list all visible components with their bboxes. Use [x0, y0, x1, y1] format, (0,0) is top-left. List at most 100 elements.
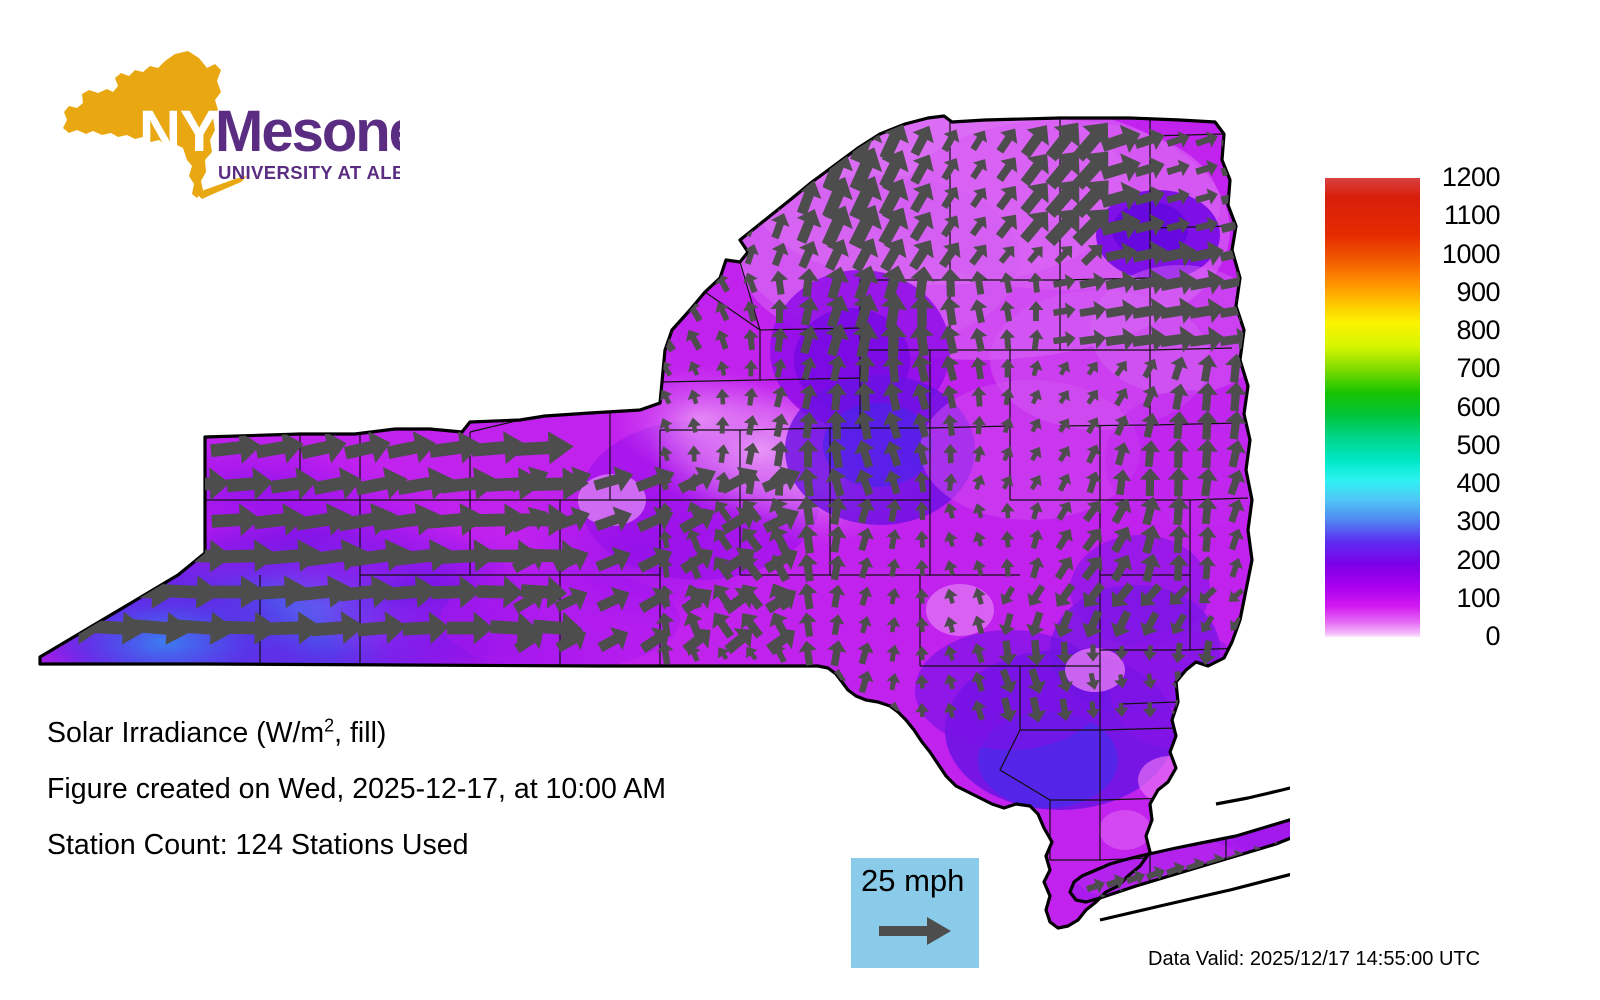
wind-arrow: [569, 355, 589, 382]
wind-arrow: [1244, 153, 1252, 182]
wind-arrow: [713, 528, 733, 552]
wind-arrow: [915, 559, 930, 576]
wind-arrow: [1212, 868, 1231, 884]
wind-arrow: [650, 119, 682, 162]
wind-arrow: [1028, 272, 1044, 293]
wind-arrow: [1225, 696, 1245, 723]
wind-arrow: [970, 159, 987, 180]
wind-arrow: [1282, 557, 1290, 577]
wind-arrow: [1252, 860, 1271, 876]
wind-arrow: [854, 439, 875, 469]
wind-arrow: [594, 506, 632, 532]
wind-arrow: [1166, 188, 1190, 205]
wind-arrow: [1100, 153, 1141, 182]
wind-arrow: [1057, 473, 1072, 492]
wind-arrow: [772, 672, 787, 692]
wind-arrow: [1172, 876, 1191, 892]
wind-arrow: [772, 644, 787, 664]
wind-arrow: [969, 270, 988, 295]
wind-arrow: [431, 575, 481, 609]
wind-arrow: [910, 125, 934, 157]
wind-arrow: [1029, 389, 1042, 405]
wind-arrow: [826, 496, 848, 525]
wind-arrow: [1029, 529, 1044, 550]
wind-arrow: [631, 389, 645, 406]
wind-arrow: [1111, 582, 1134, 608]
wind-arrow: [858, 616, 872, 634]
wind-arrow: [970, 357, 987, 380]
wind-arrow: [490, 611, 538, 645]
wind-arrow: [713, 156, 733, 182]
wind-arrow: [1000, 475, 1013, 490]
wind-arrow: [909, 323, 934, 357]
wind-arrow: [552, 506, 590, 532]
wind-arrow: [1086, 644, 1101, 662]
wind-arrow: [682, 123, 707, 158]
wind-arrow: [688, 361, 701, 376]
wind-arrow: [721, 507, 757, 535]
wind-arrow: [658, 502, 673, 520]
wind-arrow: [1000, 530, 1015, 548]
wind-arrow: [972, 503, 987, 519]
wind-vector-arrows: [40, 117, 1290, 724]
colorbar-tick-1000: 1000: [1441, 238, 1501, 269]
wind-arrow: [1053, 331, 1076, 348]
wind-arrow: [1134, 156, 1165, 179]
wind-arrow: [796, 496, 819, 526]
wind-arrow: [1143, 645, 1158, 661]
wind-arrow: [385, 575, 439, 609]
wind-arrow: [995, 214, 1017, 239]
wind-arrow: [970, 130, 988, 152]
wind-arrow: [715, 471, 731, 493]
wind-arrow: [712, 612, 735, 639]
colorbar-tick-200: 200: [1456, 544, 1500, 575]
colorbar-tick-0: 0: [1485, 621, 1500, 651]
wind-arrow: [639, 627, 670, 654]
wind-arrow: [1057, 446, 1071, 463]
wind-arrow: [687, 644, 701, 662]
wind-arrow: [912, 413, 931, 438]
wind-arrow: [1052, 273, 1076, 291]
wind-arrow: [996, 185, 1018, 211]
wind-arrow: [1026, 696, 1046, 723]
wind-arrow: [886, 673, 901, 691]
wind-arrow: [971, 643, 986, 664]
wind-arrow: [441, 539, 499, 573]
wind-arrow: [772, 358, 787, 379]
wind-arrow: [1027, 584, 1046, 606]
wind-arrow: [942, 414, 959, 437]
wind-arrow: [554, 586, 588, 613]
wind-arrow: [969, 327, 988, 352]
wind-arrow: [1000, 446, 1014, 462]
wind-arrow: [715, 360, 730, 376]
wind-arrow: [1267, 204, 1290, 247]
wind-arrow: [1250, 438, 1277, 468]
wind-arrow: [1086, 361, 1099, 376]
wind-arrow: [715, 388, 730, 405]
wind-arrow: [1114, 674, 1129, 689]
wind-arrow: [1027, 246, 1043, 264]
wind-arrow: [713, 184, 733, 210]
wind-arrow: [566, 293, 594, 330]
wind-arrow: [970, 187, 987, 209]
wind-arrow: [1029, 418, 1042, 433]
wind-arrow: [882, 382, 904, 412]
wind-arrow: [853, 265, 879, 302]
wind-arrow: [886, 616, 901, 633]
wind-arrow: [1167, 496, 1190, 526]
wind-arrow: [1053, 609, 1074, 638]
wind-arrow: [593, 204, 625, 248]
wind-arrow: [620, 174, 655, 221]
wind-arrow: [1131, 240, 1167, 267]
wind-arrow: [1228, 528, 1244, 551]
wind-arrow: [592, 175, 625, 219]
wind-arrow: [715, 416, 730, 434]
caption-variable-tail: , fill): [334, 717, 387, 749]
wind-arrow: [567, 151, 593, 186]
wind-arrow: [1082, 609, 1103, 638]
wind-arrow: [1281, 500, 1290, 522]
logo-subtitle-text: UNIVERSITY AT ALBANY: [218, 162, 400, 183]
wind-arrow: [1189, 240, 1224, 266]
wind-arrow: [1100, 124, 1141, 154]
wind-arrow: [1170, 613, 1188, 635]
